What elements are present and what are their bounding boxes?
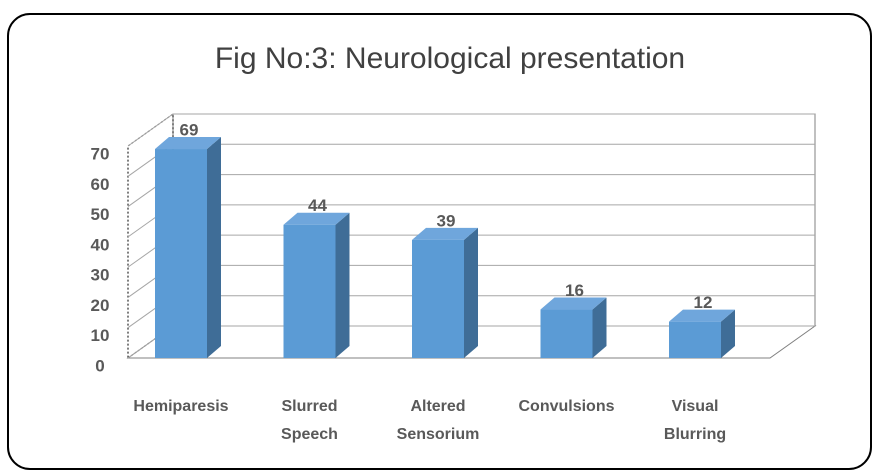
bar-top: [540, 297, 607, 310]
bar-side: [335, 212, 350, 358]
y-tick-label: 50: [91, 205, 110, 224]
bar-top: [283, 212, 350, 225]
x-tick-label: Convulsions: [518, 398, 615, 415]
y-tick-label: 0: [95, 356, 104, 375]
bar: [540, 309, 593, 358]
bar-top: [155, 137, 221, 150]
side-grid-line: [127, 113, 174, 147]
value-label: 69: [180, 121, 199, 140]
value-label: 44: [308, 196, 327, 215]
x-tick-label: Slurred Speech: [281, 398, 338, 443]
y-tick-label: 20: [91, 296, 110, 315]
y-tick-label: 40: [91, 235, 110, 254]
bar-side: [464, 227, 478, 358]
y-tick-label: 70: [91, 144, 110, 163]
bar: [155, 149, 207, 358]
x-tick-label: Hemiparesis: [133, 398, 229, 415]
y-tick-label: 10: [91, 326, 110, 345]
chart-title: Fig No:3: Neurological presentation: [215, 42, 685, 75]
value-label: 39: [437, 211, 456, 230]
y-tick-label: 30: [91, 266, 110, 285]
bar: [412, 239, 464, 358]
value-label: 16: [565, 281, 584, 300]
x-tick-label: Visual Blurring: [663, 398, 727, 443]
value-label: 12: [694, 293, 713, 312]
bar: [669, 321, 721, 358]
bar-side: [207, 137, 221, 358]
x-tick-label: Altered Sensorium: [396, 398, 480, 443]
bar-side: [592, 297, 607, 358]
bar-top: [669, 309, 735, 322]
bar-side: [721, 309, 735, 358]
bar-top: [412, 227, 478, 240]
bar: [283, 224, 336, 358]
y-tick-label: 60: [91, 175, 110, 194]
